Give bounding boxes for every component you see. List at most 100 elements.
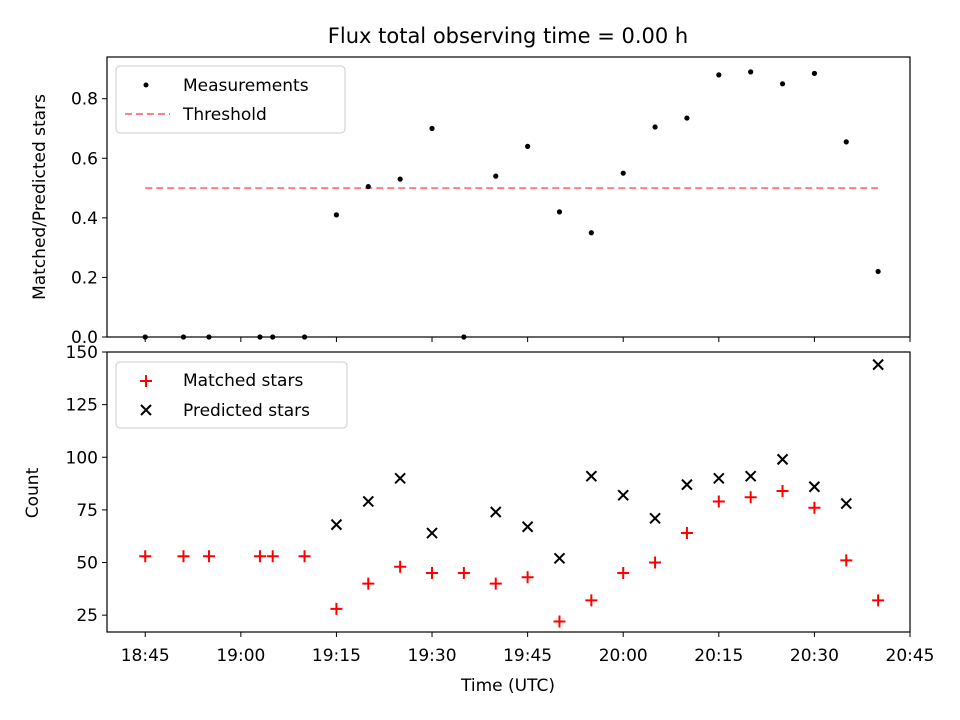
matched-star-point <box>872 594 885 607</box>
legend-measurements-label: Measurements <box>183 76 309 96</box>
predicted-star-point <box>649 512 661 525</box>
top-plot-area: 0.0 0.2 0.4 0.6 0.8 <box>71 56 911 348</box>
bottom-xtick-label: 19:00 <box>216 646 265 666</box>
matched-star-point <box>253 550 266 563</box>
matched-star-point <box>177 550 190 563</box>
predicted-star-point <box>617 489 629 501</box>
matched-star-point <box>617 567 630 580</box>
measurement-point <box>588 230 594 236</box>
measurement-point <box>301 334 308 340</box>
legend-predicted-label: Predicted stars <box>183 401 310 421</box>
matched-star-point <box>266 550 279 563</box>
matched-star-point <box>426 567 439 580</box>
bottom-xtick-label: 19:45 <box>503 646 552 666</box>
matched-star-point <box>489 577 502 590</box>
bottom-ytick-label: 75 <box>76 501 98 521</box>
bottom-x-axis-label: Time (UTC) <box>460 676 555 696</box>
bottom-xtick-label: 20:15 <box>694 646 743 666</box>
matched-star-point <box>808 501 821 514</box>
bottom-xtick-label: 19:30 <box>408 646 457 666</box>
predicted-star-point <box>330 518 343 531</box>
matched-star-point <box>394 560 407 573</box>
predicted-star-point <box>553 552 566 565</box>
legend-matched-label: Matched stars <box>183 371 303 391</box>
predicted-star-point <box>490 506 502 518</box>
measurement-point <box>270 334 276 340</box>
predicted-star-point <box>713 472 725 485</box>
predicted-star-point <box>808 481 821 493</box>
bottom-xtick-label: 20:45 <box>886 646 935 666</box>
matched-star-point <box>840 554 853 567</box>
predicted-star-point <box>776 453 789 466</box>
legend-predicted-marker <box>140 404 152 416</box>
measurement-point <box>365 183 371 190</box>
measurement-point <box>748 69 754 75</box>
measurement-point <box>684 115 690 121</box>
bottom-ytick-label: 50 <box>76 554 98 574</box>
bottom-xtick-label: 20:00 <box>599 646 648 666</box>
measurement-point <box>875 268 881 275</box>
top-axes-frame <box>106 56 911 338</box>
top-ytick-label: 0.8 <box>71 90 98 110</box>
matched-star-point <box>202 550 215 563</box>
predicted-star-point <box>426 527 438 539</box>
bottom-legend: Matched stars Predicted stars <box>115 361 348 429</box>
matched-star-point <box>649 556 662 569</box>
predicted-star-point <box>362 495 375 508</box>
bottom-legend-frame <box>115 361 348 429</box>
measurement-point <box>429 125 435 132</box>
measurement-point <box>716 72 722 78</box>
bottom-y-axis-label: Count <box>23 467 43 518</box>
measurement-point <box>397 176 403 182</box>
predicted-star-point <box>744 470 757 482</box>
top-legend-frame <box>115 65 346 134</box>
bottom-ytick-label: 25 <box>76 606 98 626</box>
predicted-star-point <box>840 497 852 510</box>
top-ytick-label: 0.4 <box>71 209 98 229</box>
measurement-point <box>779 81 786 87</box>
bottom-ytick-label: 125 <box>66 396 98 416</box>
matched-star-point <box>298 550 311 563</box>
legend-matched-marker <box>140 375 152 387</box>
legend-threshold-label: Threshold <box>182 105 267 125</box>
predicted-star-point <box>681 478 693 491</box>
predicted-star-point <box>872 358 884 371</box>
matched-star-point <box>776 484 789 497</box>
measurement-point <box>556 209 563 215</box>
bottom-plot-area: 25 50 75 100 125 150 18:45 19:00 19:15 19:30 19:45… <box>66 343 935 666</box>
matched-star-point <box>680 527 693 540</box>
measurement-point <box>620 170 626 176</box>
matched-star-point <box>585 594 598 607</box>
bottom-ytick-label: 150 <box>66 343 98 363</box>
bottom-axes-frame <box>106 351 911 633</box>
measurement-point <box>180 334 187 340</box>
matched-star-point <box>744 491 757 504</box>
bottom-ytick-label: 100 <box>66 448 98 468</box>
top-ytick-label: 0.2 <box>71 268 98 288</box>
matched-star-point <box>521 571 534 584</box>
top-legend: Measurements Threshold <box>115 65 346 134</box>
matched-star-point <box>362 577 375 590</box>
measurement-point <box>333 212 340 218</box>
top-ytick-label: 0.0 <box>71 328 98 348</box>
measurement-point <box>257 334 263 340</box>
measurement-point <box>811 70 818 76</box>
matched-star-point <box>139 550 152 563</box>
top-ytick-label: 0.6 <box>71 149 98 169</box>
legend-measurements-marker <box>143 82 149 88</box>
matched-star-point <box>712 495 725 508</box>
measurement-point <box>206 334 212 340</box>
bottom-xtick-label: 19:15 <box>312 646 361 666</box>
top-chart-title: Flux total observing time = 0.00 h <box>328 24 688 48</box>
predicted-star-point <box>585 470 598 482</box>
predicted-star-point <box>394 472 406 485</box>
measurement-point <box>493 173 499 179</box>
predicted-star-point <box>521 521 534 533</box>
matched-star-point <box>457 567 470 580</box>
matched-star-point <box>330 602 343 615</box>
matched-star-point <box>553 615 566 628</box>
measurement-point <box>142 334 148 340</box>
measurement-point <box>843 139 849 145</box>
measurement-point <box>525 143 531 149</box>
